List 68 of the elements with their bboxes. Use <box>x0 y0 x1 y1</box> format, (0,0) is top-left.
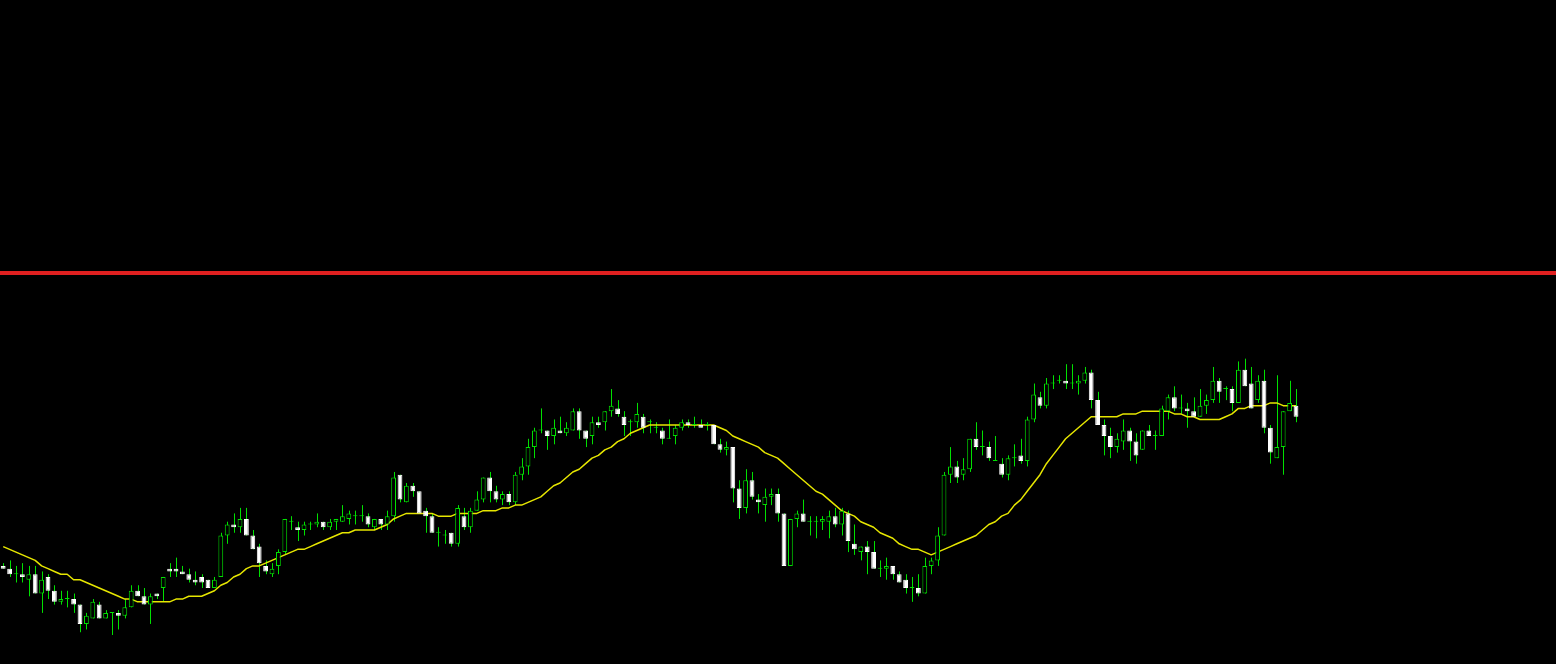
candlestick <box>551 418 556 445</box>
candlestick <box>26 565 32 597</box>
candlestick <box>672 424 678 445</box>
candlestick <box>468 507 473 534</box>
candlestick <box>1172 385 1177 412</box>
candlestick <box>1204 394 1209 415</box>
candlestick <box>116 609 121 630</box>
candlestick <box>608 388 614 418</box>
candlestick <box>1063 363 1068 390</box>
candlestick <box>935 526 940 567</box>
candlestick <box>32 565 38 595</box>
candlestick <box>1287 380 1292 412</box>
candlestick <box>1248 366 1254 409</box>
candlestick <box>52 584 57 606</box>
candlestick <box>864 540 870 575</box>
candlestick <box>1031 383 1036 423</box>
candlestick <box>20 562 25 583</box>
candlestick <box>256 543 262 578</box>
candlestick <box>1114 432 1120 454</box>
candlestick <box>71 593 76 614</box>
candlestick <box>1095 391 1100 426</box>
candlestick <box>999 457 1004 478</box>
candlestick <box>1184 402 1190 429</box>
candlestick <box>839 507 844 537</box>
candlestick <box>852 523 857 556</box>
candlestick <box>884 557 889 581</box>
candlestick <box>122 598 128 619</box>
candlestick <box>1108 427 1113 459</box>
candlestick <box>826 510 832 539</box>
candlestick <box>1274 374 1280 459</box>
candlestick <box>487 471 492 503</box>
candlestick <box>762 488 768 523</box>
candlestick <box>224 521 230 545</box>
candlestick <box>148 593 153 625</box>
candlestick <box>576 407 582 440</box>
candlestick <box>532 427 537 459</box>
candlestick <box>954 460 960 484</box>
candlestick <box>736 479 742 520</box>
candlestick <box>423 507 428 534</box>
candlestick <box>480 476 486 503</box>
candlestick <box>903 573 908 595</box>
candlestick <box>634 402 640 429</box>
candlestick <box>295 521 300 542</box>
candlestick <box>1044 377 1049 409</box>
candlestick <box>244 507 249 537</box>
candlestick <box>1242 358 1248 387</box>
candlestick <box>1216 377 1222 404</box>
candlestick <box>1127 427 1132 462</box>
candlestick <box>519 457 524 481</box>
candlestick <box>160 576 166 603</box>
candlestick <box>916 573 921 597</box>
candlestick <box>1018 438 1024 465</box>
candlestick <box>384 510 390 531</box>
candlestick <box>1255 374 1260 404</box>
candlestick <box>1120 418 1126 451</box>
candlestick <box>1210 366 1216 404</box>
candlestick <box>1268 424 1273 465</box>
candlestick <box>276 548 281 575</box>
candlestick <box>640 413 646 434</box>
candlestick <box>39 570 44 614</box>
candlestick <box>775 488 780 523</box>
candlestick <box>986 441 992 462</box>
candlestick <box>871 540 876 570</box>
candlestick <box>231 512 236 534</box>
candlestick <box>1076 374 1081 396</box>
candlestick <box>960 457 966 481</box>
candlestick <box>832 507 838 528</box>
candlestick <box>948 446 953 484</box>
